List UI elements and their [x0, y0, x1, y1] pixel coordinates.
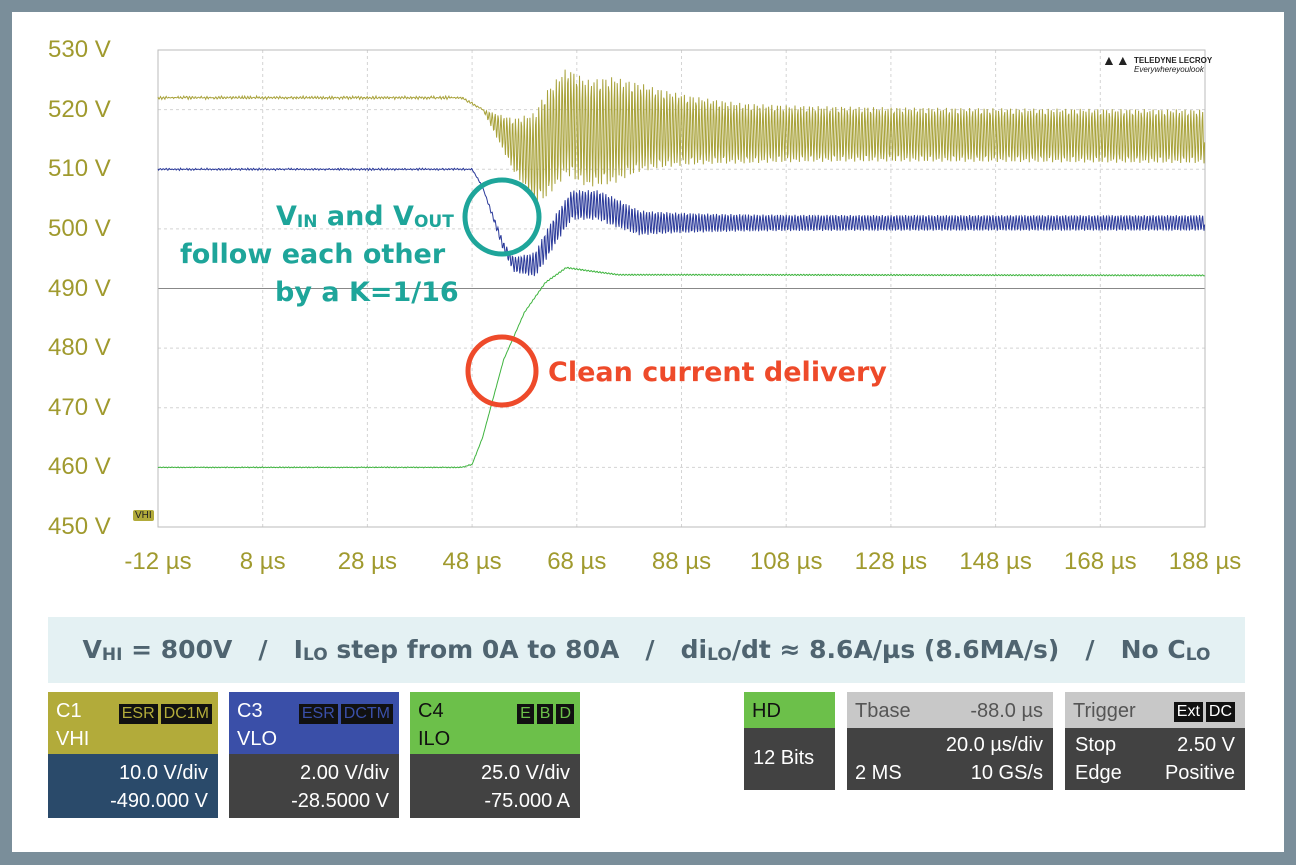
x-tick-label: 128 µs	[855, 548, 928, 576]
channel-label: ILO	[418, 728, 450, 751]
vhi-marker[interactable]: VHI	[133, 510, 154, 521]
channel-tag: ESR	[119, 704, 158, 724]
y-tick-label: 480 V	[48, 334, 111, 362]
x-tick-label: 28 µs	[338, 548, 397, 576]
channel-offset: -28.5000 V	[291, 790, 389, 813]
annotation-line2: follow each other	[180, 236, 445, 274]
channel-label: VLO	[237, 728, 277, 751]
test-conditions-banner: VHI = 800V / ILO step from 0A to 80A / d…	[48, 617, 1245, 683]
x-tick-label: 168 µs	[1064, 548, 1137, 576]
y-tick-label: 500 V	[48, 215, 111, 243]
x-tick-label: 148 µs	[959, 548, 1032, 576]
y-tick-label: 470 V	[48, 394, 111, 422]
y-tick-label: 450 V	[48, 513, 111, 541]
channel-panel-c1[interactable]: C1 ESR DC1M VHI 10.0 V/div -490.000 V	[48, 692, 218, 818]
channel-scale: 25.0 V/div	[481, 762, 570, 785]
channel-scale: 2.00 V/div	[300, 762, 389, 785]
trigger-panel[interactable]: Trigger Ext DC Stop 2.50 V Edge Positive	[1065, 692, 1245, 790]
y-tick-label: 530 V	[48, 36, 111, 64]
x-tick-label: 68 µs	[547, 548, 606, 576]
channel-tag: DCTM	[341, 704, 393, 724]
channel-id: C3	[237, 700, 263, 723]
waveform-plot	[0, 0, 1296, 600]
x-tick-label: 88 µs	[652, 548, 711, 576]
channel-id: C1	[56, 700, 82, 723]
channel-panel-c4[interactable]: C4 E B D ILO 25.0 V/div -75.000 A	[410, 692, 580, 818]
channel-scale: 10.0 V/div	[119, 762, 208, 785]
logo: ▲▲ TELEDYNE LECROY Everywhereyoulook	[1102, 56, 1212, 74]
y-tick-label: 490 V	[48, 275, 111, 303]
x-tick-label: 188 µs	[1169, 548, 1242, 576]
channel-id: C4	[418, 700, 444, 723]
channel-tag: B	[537, 704, 554, 724]
y-tick-label: 510 V	[48, 155, 111, 183]
channel-offset: -75.000 A	[484, 790, 570, 813]
channel-offset: -490.000 V	[110, 790, 208, 813]
channel-tag: E	[517, 704, 534, 724]
x-tick-label: 108 µs	[750, 548, 823, 576]
annotation-clean: Clean current delivery	[548, 354, 887, 392]
y-tick-label: 460 V	[48, 453, 111, 481]
x-tick-label: 48 µs	[442, 548, 501, 576]
annotation-line3: by a K=1/16	[275, 274, 459, 312]
annotation-circle-red	[468, 337, 536, 405]
channel-label: VHI	[56, 728, 89, 751]
x-tick-label: 8 µs	[240, 548, 286, 576]
channel-panel-c3[interactable]: C3 ESR DCTM VLO 2.00 V/div -28.5000 V	[229, 692, 399, 818]
y-tick-label: 520 V	[48, 96, 111, 124]
channel-tag: ESR	[299, 704, 338, 724]
hd-panel[interactable]: HD 12 Bits	[744, 692, 835, 790]
timebase-panel[interactable]: Tbase -88.0 µs 20.0 µs/div 2 MS 10 GS/s	[847, 692, 1053, 790]
channel-tag: D	[556, 704, 574, 724]
channel-tag: DC1M	[161, 704, 212, 724]
annotation-vin-vout: VIN and VOUT	[276, 198, 452, 241]
x-tick-label: -12 µs	[124, 548, 191, 576]
